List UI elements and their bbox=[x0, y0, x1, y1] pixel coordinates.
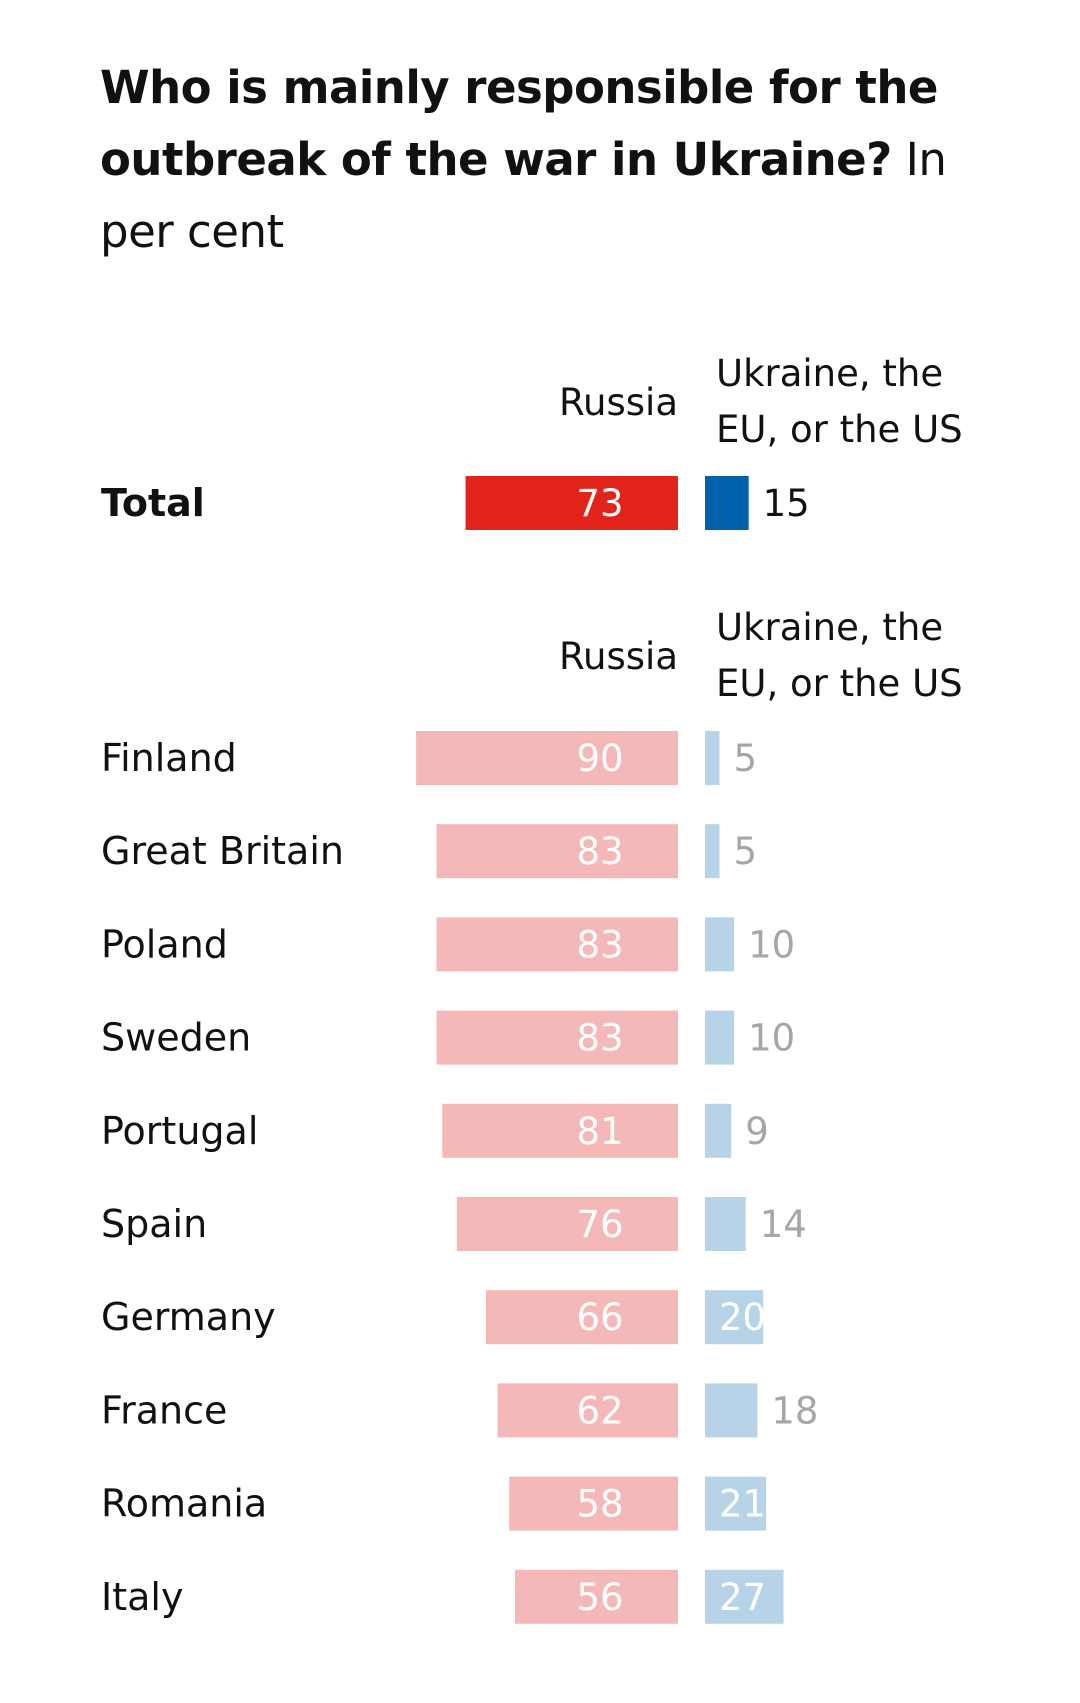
russia-bar bbox=[442, 1103, 678, 1158]
category-label: France bbox=[101, 1388, 227, 1432]
ukraine-bar bbox=[705, 1197, 746, 1251]
ukraine-value: 27 bbox=[719, 1576, 766, 1619]
ukraine-bar bbox=[705, 1476, 767, 1531]
total-russia-value: 73 bbox=[576, 482, 623, 525]
russia-value: 83 bbox=[576, 1017, 623, 1060]
header-russia-label: Russia bbox=[559, 381, 678, 424]
category-label: Sweden bbox=[101, 1016, 251, 1060]
total-ukraine-bar bbox=[705, 476, 749, 530]
header-ukraine-label: EU, or the US bbox=[716, 662, 963, 705]
russia-bar bbox=[509, 1476, 678, 1531]
chart-title: Who is mainly responsible for the outbre… bbox=[100, 52, 1000, 268]
russia-bar bbox=[497, 1383, 678, 1438]
header-russia-label: Russia bbox=[559, 635, 678, 678]
russia-value: 76 bbox=[576, 1203, 623, 1246]
ukraine-value: 5 bbox=[734, 737, 758, 780]
ukraine-value: 9 bbox=[745, 1110, 769, 1153]
category-label: Finland bbox=[101, 736, 237, 780]
russia-value: 62 bbox=[576, 1389, 623, 1432]
russia-bar bbox=[436, 917, 678, 972]
title-unit: In per cent bbox=[100, 133, 947, 258]
category-label: Romania bbox=[101, 1482, 267, 1526]
ukraine-bar bbox=[705, 824, 720, 879]
ukraine-bar bbox=[705, 731, 720, 785]
ukraine-value: 21 bbox=[719, 1483, 766, 1526]
ukraine-bar bbox=[705, 917, 735, 972]
header-ukraine-label: EU, or the US bbox=[716, 408, 963, 451]
category-label: Great Britain bbox=[101, 829, 344, 873]
category-label: Germany bbox=[101, 1295, 276, 1339]
ukraine-value: 10 bbox=[748, 923, 795, 966]
russia-value: 83 bbox=[576, 923, 623, 966]
russia-value: 66 bbox=[576, 1296, 623, 1339]
russia-value: 83 bbox=[576, 830, 623, 873]
total-label: Total bbox=[101, 481, 205, 525]
russia-value: 81 bbox=[576, 1110, 623, 1153]
ukraine-bar bbox=[705, 1569, 784, 1624]
russia-value: 56 bbox=[576, 1576, 623, 1619]
ukraine-bar bbox=[705, 1290, 764, 1345]
category-label: Italy bbox=[101, 1575, 183, 1619]
ukraine-value: 18 bbox=[771, 1389, 818, 1432]
russia-value: 58 bbox=[576, 1483, 623, 1526]
russia-bar bbox=[436, 824, 678, 879]
total-russia-bar bbox=[465, 476, 678, 530]
header-ukraine-label: Ukraine, the bbox=[716, 606, 943, 649]
ukraine-bar bbox=[705, 1383, 758, 1438]
category-label: Portugal bbox=[101, 1109, 258, 1153]
russia-bar bbox=[436, 1010, 678, 1065]
total-ukraine-value: 15 bbox=[763, 482, 810, 525]
russia-bar bbox=[515, 1569, 678, 1624]
russia-value: 90 bbox=[576, 737, 623, 780]
title-main: Who is mainly responsible for the outbre… bbox=[100, 61, 938, 186]
ukraine-value: 20 bbox=[719, 1296, 766, 1339]
russia-bar bbox=[416, 731, 678, 785]
ukraine-value: 14 bbox=[760, 1203, 807, 1246]
category-label: Poland bbox=[101, 922, 228, 966]
ukraine-bar bbox=[705, 1010, 735, 1065]
ukraine-value: 5 bbox=[734, 830, 758, 873]
russia-bar bbox=[456, 1197, 678, 1251]
category-label: Spain bbox=[101, 1202, 207, 1246]
russia-bar bbox=[485, 1290, 678, 1345]
header-ukraine-label: Ukraine, the bbox=[716, 352, 943, 395]
ukraine-value: 10 bbox=[748, 1017, 795, 1060]
ukraine-bar bbox=[705, 1103, 732, 1158]
